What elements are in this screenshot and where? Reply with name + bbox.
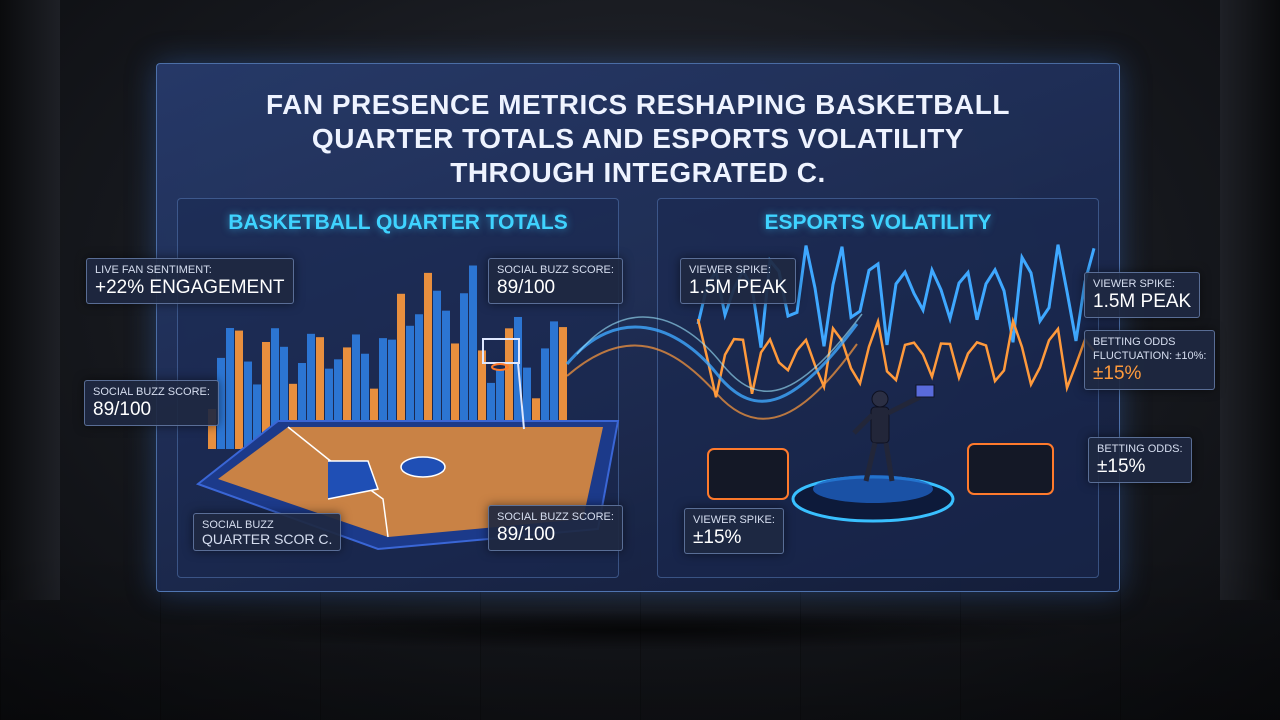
quarter-score-label: SOCIAL BUZZ — [202, 519, 274, 531]
social-buzz-top-value: 89/100 — [497, 277, 556, 298]
social-buzz-bottom-value: 89/100 — [497, 524, 556, 545]
fan-sentiment-callout: LIVE FAN SENTIMENT: +22% ENGAGEMENT — [86, 258, 294, 304]
betting-odds-value: ±15% — [1097, 456, 1146, 477]
fan-sentiment-label: LIVE FAN SENTIMENT: — [95, 264, 212, 276]
left-wall — [0, 0, 60, 600]
viewer-spike-right-label: VIEWER SPIKE: — [1093, 278, 1175, 290]
stage-band — [778, 384, 1098, 414]
esports-panel-title: ESPORTS VOLATILITY — [764, 211, 992, 234]
stage-glow — [813, 475, 933, 503]
center-circle — [400, 456, 446, 478]
paint-area — [327, 460, 379, 500]
bar — [550, 321, 558, 449]
viewer-spike-bottom-value: ±15% — [693, 527, 742, 548]
bar — [217, 357, 225, 449]
bar — [397, 293, 405, 449]
bar — [262, 341, 270, 449]
social-buzz-top-label: SOCIAL BUZZ SCORE: — [497, 264, 614, 276]
viewer-spike-right-callout: VIEWER SPIKE: 1.5M PEAK — [1084, 272, 1201, 318]
bar — [253, 384, 261, 449]
viewer-spike-top-label: VIEWER SPIKE: — [689, 264, 771, 276]
betting-fluctuation-label-1: BETTING ODDS — [1093, 336, 1176, 348]
bar — [334, 359, 342, 449]
viewer-spike-bottom-label: VIEWER SPIKE: — [693, 514, 775, 526]
betting-odds-label: BETTING ODDS: — [1097, 443, 1183, 455]
screen-shadow — [180, 610, 1100, 650]
viewer-spike-bottom-callout: VIEWER SPIKE: ±15% — [684, 508, 784, 554]
headline-line-1: FAN PRESENCE METRICS RESHAPING BASKETBAL… — [266, 89, 1010, 120]
social-buzz-bottom-label: SOCIAL BUZZ SCORE: — [497, 511, 614, 523]
hoop-pole — [517, 362, 525, 430]
esports-visual — [696, 244, 1098, 523]
bar — [541, 348, 549, 449]
bar — [496, 369, 504, 449]
betting-fluctuation-callout: BETTING ODDS FLUCTUATION: ±10%: ±15% — [1084, 330, 1216, 390]
basketball-panel-title: BASKETBALL QUARTER TOTALS — [228, 211, 568, 234]
bar — [460, 293, 468, 449]
bar — [271, 328, 279, 449]
bar — [226, 328, 234, 449]
bar — [343, 347, 351, 449]
viewer-spike-right-value: 1.5M PEAK — [1093, 291, 1192, 312]
social-buzz-left-label: SOCIAL BUZZ SCORE: — [93, 386, 210, 398]
bar — [451, 343, 459, 449]
quarter-score-value: QUARTER SCOR C. — [202, 531, 333, 547]
bar — [235, 330, 243, 449]
gaming-station-right — [967, 443, 1054, 495]
quarter-score-callout: SOCIAL BUZZ QUARTER SCOR C. — [193, 513, 342, 551]
hoop-rim — [491, 363, 509, 371]
bar — [505, 328, 513, 449]
bar — [415, 314, 423, 449]
bar — [298, 363, 306, 449]
bar — [514, 316, 522, 449]
bar — [280, 346, 288, 449]
bar — [325, 368, 333, 449]
bar — [370, 388, 378, 449]
viewer-spike-top-value: 1.5M PEAK — [689, 277, 788, 298]
bar — [289, 383, 297, 449]
headline-line-3: THROUGH INTEGRATED C. — [450, 157, 826, 188]
bar — [433, 290, 441, 449]
social-buzz-bottom-callout: SOCIAL BUZZ SCORE: 89/100 — [488, 505, 623, 551]
bar — [208, 409, 216, 449]
bar — [388, 339, 396, 449]
bar — [244, 361, 252, 449]
bar — [307, 333, 315, 449]
bar — [523, 367, 531, 449]
bar — [361, 353, 369, 449]
betting-odds-callout: BETTING ODDS: ±15% — [1088, 437, 1192, 483]
viewer-spike-top-callout: VIEWER SPIKE: 1.5M PEAK — [680, 258, 797, 304]
social-buzz-left-callout: SOCIAL BUZZ SCORE: 89/100 — [84, 380, 219, 426]
social-buzz-top-callout: SOCIAL BUZZ SCORE: 89/100 — [488, 258, 623, 304]
headline-line-2: QUARTER TOTALS AND ESPORTS VOLATILITY — [311, 123, 965, 154]
bar — [469, 265, 477, 449]
bar — [559, 327, 567, 449]
bar — [478, 350, 486, 449]
bar — [352, 334, 360, 449]
betting-fluctuation-label-2: FLUCTUATION: ±10%: — [1093, 350, 1207, 362]
esports-player — [852, 384, 935, 482]
bar — [487, 382, 495, 449]
bar — [316, 337, 324, 449]
fan-sentiment-value: +22% ENGAGEMENT — [95, 277, 285, 298]
bar — [406, 325, 414, 449]
bar — [442, 310, 450, 449]
bar — [379, 338, 387, 449]
gaming-station-left — [707, 448, 789, 500]
bar-chart-graphic — [208, 265, 567, 449]
bar — [424, 272, 432, 449]
backboard — [482, 338, 520, 364]
betting-fluctuation-value: ±15% — [1093, 363, 1142, 384]
headline: FAN PRESENCE METRICS RESHAPING BASKETBAL… — [157, 88, 1119, 190]
right-wall — [1220, 0, 1280, 600]
social-buzz-left-value: 89/100 — [93, 399, 152, 420]
